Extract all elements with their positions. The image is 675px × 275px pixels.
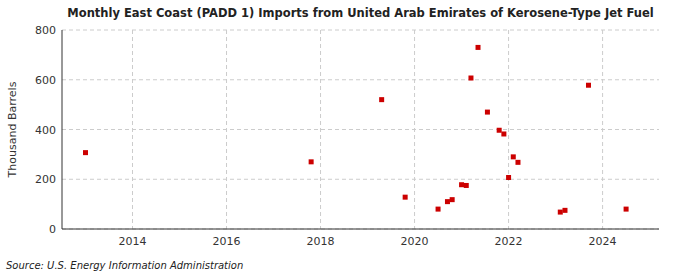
y-axis-label: Thousand Barrels: [6, 81, 19, 178]
y-tick-label: 400: [35, 124, 56, 137]
y-grid-line: [62, 79, 659, 80]
x-tick-label: 2024: [589, 235, 617, 248]
point: [309, 159, 314, 164]
point: [485, 110, 490, 115]
x-tick-label: 2016: [213, 235, 241, 248]
point: [501, 131, 506, 136]
point: [379, 97, 384, 102]
y-tick-label: 600: [35, 74, 56, 87]
y-grid-line: [62, 30, 659, 31]
point: [506, 175, 511, 180]
y-grid-line: [62, 229, 659, 230]
y-tick-label: 800: [35, 24, 56, 37]
point: [436, 207, 441, 212]
x-grid-line: [320, 30, 321, 229]
title: Monthly East Coast (PADD 1) Imports from…: [67, 6, 653, 20]
point: [403, 195, 408, 200]
point: [497, 128, 502, 133]
y-tick-label: 200: [35, 173, 56, 186]
x-axis-line: [62, 229, 659, 230]
points: [83, 45, 629, 215]
point: [624, 207, 629, 212]
point: [586, 83, 591, 88]
point: [468, 76, 473, 81]
grid: [62, 30, 659, 229]
point: [450, 197, 455, 202]
point: [515, 160, 520, 165]
y-grid-line: [62, 179, 659, 180]
x-tick-label: 2022: [495, 235, 523, 248]
point: [476, 45, 481, 50]
chart: 2014 2016 2018 2020 2022 2024 0 200 400 600 800 Mon…: [0, 0, 675, 275]
x-tick-label: 2020: [401, 235, 429, 248]
point: [558, 210, 563, 215]
point: [511, 154, 516, 159]
y-tick-label: 0: [49, 223, 56, 236]
point: [459, 182, 464, 187]
x-tick-label: 2018: [307, 235, 335, 248]
source-note: Source: U.S. Energy Information Administ…: [6, 260, 243, 271]
point: [464, 183, 469, 188]
point: [445, 199, 450, 204]
y-axis-line: [62, 30, 63, 229]
x-grid-line: [508, 30, 509, 229]
point: [83, 150, 88, 155]
point: [562, 208, 567, 213]
x-tick-label: 2014: [119, 235, 147, 248]
y-grid-line: [62, 129, 659, 130]
